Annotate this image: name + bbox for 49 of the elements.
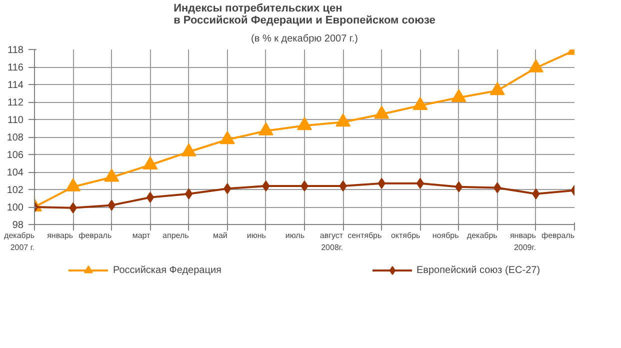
point <box>181 143 196 156</box>
point <box>142 156 158 170</box>
y-tick-label: 98 <box>12 220 24 231</box>
y-tick-label: 108 <box>6 132 24 144</box>
point <box>451 89 466 102</box>
point <box>490 82 505 96</box>
x-tick-label: декабрь <box>466 231 498 240</box>
point <box>336 114 351 127</box>
x-tick-label: октябрь <box>390 231 420 240</box>
point <box>146 192 154 203</box>
point <box>184 188 193 200</box>
x-tick-label: июнь <box>246 231 266 240</box>
y-tick-label: 116 <box>8 62 24 74</box>
x-tick-label: февраль <box>541 231 574 240</box>
x-tick-label: март <box>132 231 151 240</box>
y-tick-label: 100 <box>6 202 24 214</box>
y-tick-label: 112 <box>8 98 24 108</box>
point <box>104 168 120 182</box>
y-tick-label: 118 <box>8 45 24 56</box>
y-tick-label: 104 <box>6 168 24 178</box>
point <box>262 180 270 192</box>
point <box>416 178 424 189</box>
category-label: январь 2009г. <box>510 231 536 252</box>
legend-label: Российская Федерация <box>112 264 222 276</box>
point <box>339 180 347 192</box>
y-tick-label: 110 <box>8 115 24 126</box>
chart-title: Индексы потребительских цен в Российской Федерации и Европейском союзе <box>174 2 436 26</box>
point <box>297 117 312 130</box>
chart-subtitle: (в % к декабрю 2007 г.) <box>251 34 358 44</box>
point <box>374 106 390 119</box>
point <box>528 59 544 72</box>
category-label: август 2008г. <box>320 231 344 252</box>
point <box>220 131 235 144</box>
y-tick-label: 114 <box>8 80 24 91</box>
point <box>412 96 428 110</box>
point <box>300 180 308 192</box>
point <box>258 122 274 136</box>
point <box>454 181 463 192</box>
x-tick-label: январь <box>47 231 74 240</box>
x-tick-label: сентябрь <box>348 231 382 240</box>
x-tick-label: февраль <box>78 231 112 240</box>
legend-label: Европейский союз (ЕС-27) <box>416 264 540 276</box>
x-tick-label: апрель <box>162 231 189 240</box>
y-tick-label: 106 <box>6 150 24 161</box>
category-label: декабрь 2007 г. <box>4 231 35 252</box>
x-tick-label: май <box>212 231 228 240</box>
y-tick-label: 102 <box>6 185 24 196</box>
x-tick-label: ноябрь <box>432 231 459 240</box>
x-tick-label: июль <box>285 231 305 240</box>
